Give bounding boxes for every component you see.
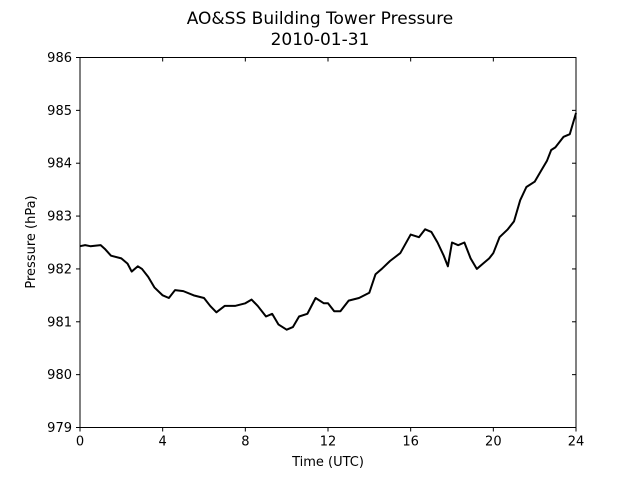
y-tick-label: 980 (47, 368, 72, 383)
x-tick-label: 16 (402, 435, 419, 450)
y-tick-label: 981 (47, 315, 72, 330)
x-axis-label: Time (UTC) (291, 455, 364, 470)
x-tick-label: 20 (485, 435, 502, 450)
y-axis-label: Pressure (hPa) (24, 195, 39, 288)
y-tick-label: 986 (47, 51, 72, 66)
chart-subtitle: 2010-01-31 (271, 30, 370, 50)
x-tick-label: 12 (320, 435, 337, 450)
plot-frame (79, 57, 577, 428)
pressure-line (79, 112, 577, 331)
y-tick-label: 979 (47, 421, 72, 436)
x-tick-label: 8 (241, 435, 249, 450)
y-tick-label: 984 (47, 157, 72, 172)
chart-title: AO&SS Building Tower Pressure (187, 9, 454, 29)
y-tick-label: 983 (47, 210, 72, 225)
x-tick-label: 4 (159, 435, 167, 450)
y-tick-label: 982 (47, 262, 72, 277)
y-tick-label: 985 (47, 104, 72, 119)
x-tick-label: 24 (568, 435, 585, 450)
x-tick-label: 0 (76, 435, 84, 450)
